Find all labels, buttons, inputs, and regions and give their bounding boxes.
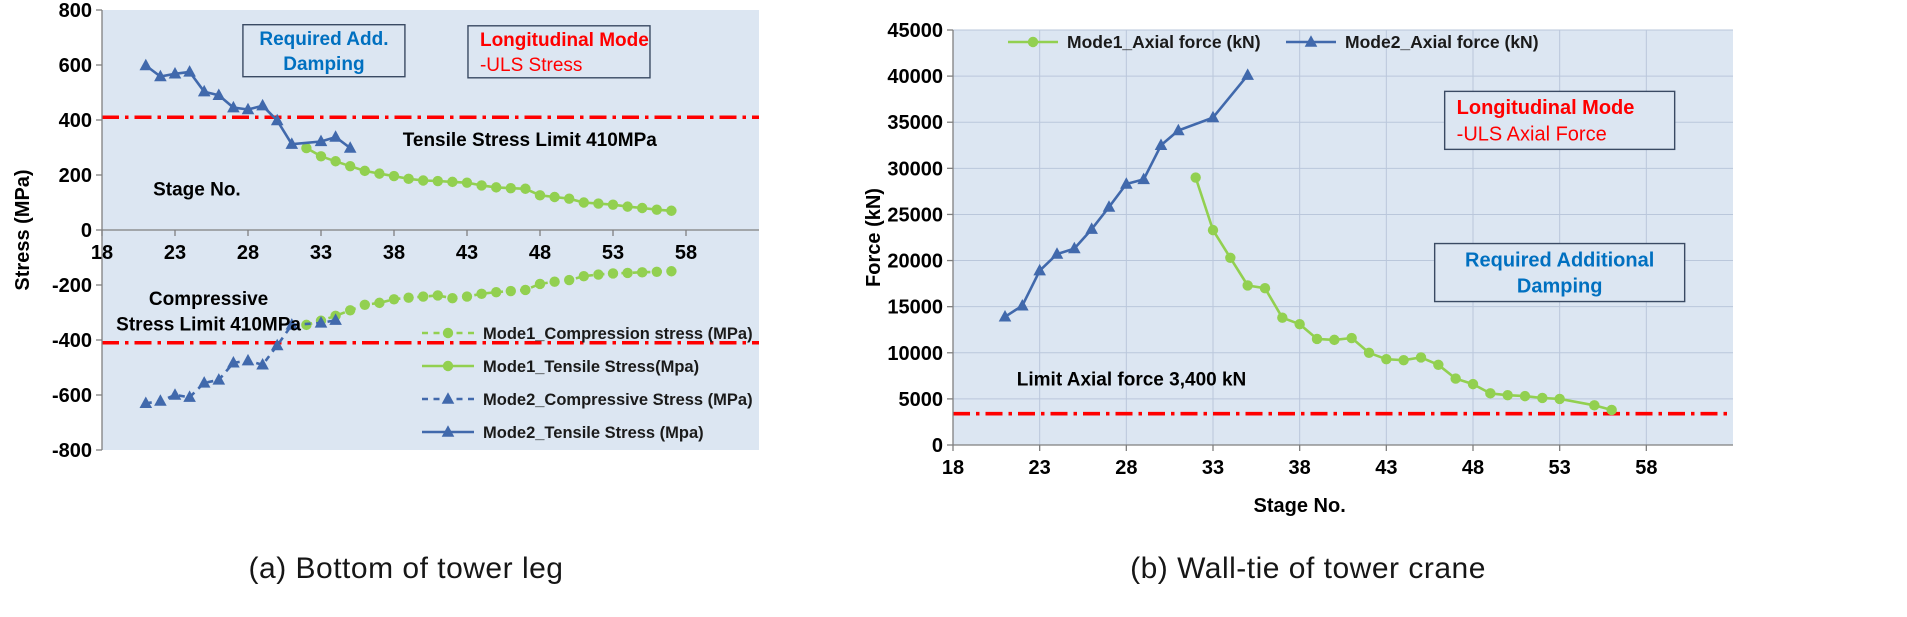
legend-item-mode1-axial-force-kn: Mode1_Axial force (kN): [1008, 32, 1261, 52]
svg-text:Required Additional: Required Additional: [1465, 249, 1654, 271]
svg-text:28: 28: [237, 242, 259, 264]
svg-text:30000: 30000: [887, 158, 943, 180]
svg-text:Mode1_Compression stress (MPa): Mode1_Compression stress (MPa): [483, 325, 753, 343]
svg-text:28: 28: [1115, 457, 1137, 479]
svg-text:38: 38: [383, 242, 405, 264]
svg-text:18: 18: [942, 457, 964, 479]
svg-text:Stage No.: Stage No.: [153, 179, 241, 200]
annotation-longitudinal-mode: Longitudinal Mode -ULS Axial Force: [1443, 90, 1676, 151]
svg-text:-ULS Axial Force: -ULS Axial Force: [1457, 124, 1607, 146]
svg-text:Mode2_Axial force (kN): Mode2_Axial force (kN): [1345, 32, 1539, 52]
annotation-tensile-stress-limit-410mpa: Tensile Stress Limit 410MPa: [403, 130, 658, 151]
series-mode1-tensile-stress-mpa: [301, 142, 677, 216]
svg-text:-800: -800: [52, 440, 92, 462]
axial-force-chart: 0 5000 10000 15000 20000 25000 30000 35000 40000…: [863, 20, 1733, 517]
annotation-limit-axial-force-3-400-kn: Limit Axial force 3,400 kN: [1017, 369, 1247, 390]
svg-text:Longitudinal Mode: Longitudinal Mode: [1457, 97, 1635, 119]
legend-item-mode1-tensile-stress-mpa: Mode1_Tensile Stress(Mpa): [422, 358, 699, 376]
series-mode2-compressive-stress-mpa: [139, 313, 342, 408]
caption-b: (b) Wall-tie of tower crane: [1130, 552, 1486, 585]
svg-text:38: 38: [1289, 457, 1311, 479]
y-axis: -800 -600 -400 -200 0 200 400 600 800: [52, 0, 103, 462]
svg-text:Limit Axial force 3,400 kN: Limit Axial force 3,400 kN: [1017, 369, 1247, 390]
svg-text:33: 33: [310, 242, 332, 264]
svg-text:45000: 45000: [887, 20, 943, 42]
x-axis: 18 23 28 33 38 43 48 53 58: [91, 229, 759, 264]
svg-text:-600: -600: [52, 385, 92, 407]
svg-text:-400: -400: [52, 330, 92, 352]
svg-text:0: 0: [932, 435, 943, 457]
svg-text:43: 43: [1375, 457, 1397, 479]
annotation-required-add: Required Add. Damping: [242, 24, 406, 78]
svg-text:10000: 10000: [887, 343, 943, 365]
svg-text:Damping: Damping: [283, 54, 364, 75]
svg-text:48: 48: [529, 242, 551, 264]
annotation-longitudinal-mode: Longitudinal Mode -ULS Stress: [467, 25, 651, 79]
svg-text:-200: -200: [52, 275, 92, 297]
x-axis: 18 23 28 33 38 43 48 53 58: [942, 444, 1733, 479]
svg-text:600: 600: [59, 55, 92, 77]
svg-text:18: 18: [91, 242, 113, 264]
svg-text:53: 53: [1549, 457, 1571, 479]
svg-text:58: 58: [1635, 457, 1657, 479]
stress-chart: -800 -600 -400 -200 0 200 400 600 800 18 23 28 33 38 4…: [12, 0, 759, 462]
svg-text:Damping: Damping: [1517, 276, 1603, 298]
series-mode2-tensile-stress-mpa: [139, 58, 357, 153]
x-axis-title: Stage No.: [1254, 495, 1346, 517]
legend-item-mode2-tensile-stress-mpa: Mode2_Tensile Stress (Mpa): [422, 424, 704, 442]
series-mode1-axial-force-kn: [1190, 172, 1617, 416]
legend: Mode1_Compression stress (MPa) Mode1_Tens…: [422, 325, 753, 442]
figure-b: 0 5000 10000 15000 20000 25000 30000 35000 40000…: [858, 0, 1758, 617]
svg-text:-ULS Stress: -ULS Stress: [480, 55, 582, 76]
svg-text:Required Add.: Required Add.: [259, 29, 388, 50]
legend-item-mode2-axial-force-kn: Mode2_Axial force (kN): [1286, 32, 1539, 52]
svg-text:43: 43: [456, 242, 478, 264]
svg-text:53: 53: [602, 242, 624, 264]
caption-a: (a) Bottom of tower leg: [248, 552, 564, 585]
svg-text:Mode2_Compressive Stress (MPa): Mode2_Compressive Stress (MPa): [483, 391, 753, 409]
svg-text:Compressive: Compressive: [149, 289, 268, 310]
svg-text:5000: 5000: [899, 389, 944, 411]
annotation-compressive: Compressive Stress Limit 410MPa: [116, 289, 301, 335]
figure-a: -800 -600 -400 -200 0 200 400 600 800 18 23 28 33 38 4…: [2, 0, 810, 617]
svg-text:25000: 25000: [887, 204, 943, 226]
svg-text:35000: 35000: [887, 112, 943, 134]
svg-text:Tensile Stress Limit 410MPa: Tensile Stress Limit 410MPa: [403, 130, 658, 151]
legend-item-mode1-compression-stress-mpa: Mode1_Compression stress (MPa): [422, 325, 753, 343]
svg-text:15000: 15000: [887, 297, 943, 319]
svg-text:Longitudinal Mode: Longitudinal Mode: [480, 30, 649, 51]
svg-text:Mode2_Tensile Stress (Mpa): Mode2_Tensile Stress (Mpa): [483, 424, 704, 442]
series-mode2-axial-force-kn: [998, 68, 1254, 322]
svg-text:400: 400: [59, 110, 92, 132]
svg-text:800: 800: [59, 0, 92, 22]
svg-text:Mode1_Tensile Stress(Mpa): Mode1_Tensile Stress(Mpa): [483, 358, 699, 376]
gridlines: [953, 29, 1733, 445]
legend: Mode1_Axial force (kN) Mode2_Axial force …: [1008, 32, 1539, 52]
svg-text:200: 200: [59, 165, 92, 187]
svg-text:48: 48: [1462, 457, 1484, 479]
svg-text:58: 58: [675, 242, 697, 264]
svg-text:0: 0: [81, 220, 92, 242]
y-axis: 0 5000 10000 15000 20000 25000 30000 35000 40000…: [887, 20, 954, 457]
legend-item-mode2-compressive-stress-mpa: Mode2_Compressive Stress (MPa): [422, 391, 753, 409]
annotation-stage-no: Stage No.: [153, 179, 241, 200]
y-axis-title: Stress (MPa): [12, 169, 34, 290]
svg-text:23: 23: [1029, 457, 1051, 479]
svg-text:23: 23: [164, 242, 186, 264]
svg-text:Stress Limit 410MPa: Stress Limit 410MPa: [116, 314, 301, 335]
svg-text:40000: 40000: [887, 66, 943, 88]
svg-text:33: 33: [1202, 457, 1224, 479]
svg-text:Mode1_Axial force (kN): Mode1_Axial force (kN): [1067, 32, 1261, 52]
svg-text:20000: 20000: [887, 251, 943, 273]
y-axis-title: Force (kN): [863, 188, 885, 287]
annotation-required-additional: Required Additional Damping: [1433, 242, 1686, 303]
